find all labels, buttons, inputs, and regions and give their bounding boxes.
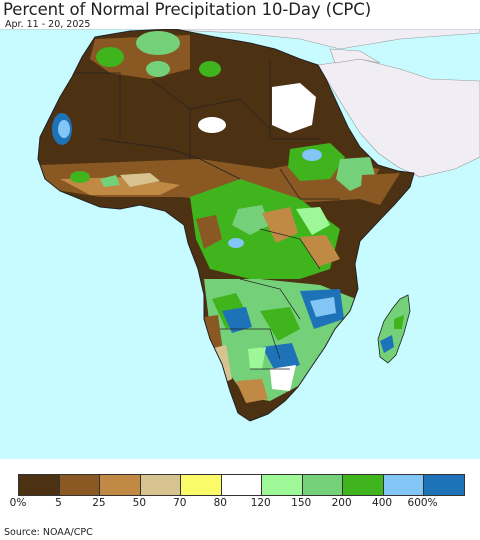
legend-swatch xyxy=(19,475,60,495)
legend-swatch xyxy=(221,475,263,495)
legend-tick-label: 50 xyxy=(132,497,147,509)
legend-swatch xyxy=(100,475,141,495)
legend-swatch xyxy=(424,475,465,495)
legend-swatch xyxy=(343,475,384,495)
legend-swatch xyxy=(302,475,344,495)
levant xyxy=(329,48,381,64)
legend-tick-label: 5 xyxy=(55,497,62,509)
legend-swatch xyxy=(181,475,222,495)
arabian-peninsula xyxy=(317,58,480,178)
source-credit: Source: NOAA/CPC xyxy=(4,527,93,538)
legend-tick-label: 400 xyxy=(372,497,393,509)
legend-swatch xyxy=(59,475,101,495)
legend-tick-labels: 0% 5 25 50 70 80 120 150 200 400 600% xyxy=(0,497,480,511)
legend-tick-label: 70 xyxy=(173,497,187,509)
legend-swatch xyxy=(383,475,425,495)
legend-tick-label: 150 xyxy=(291,497,312,509)
legend-tick-label: 0% xyxy=(9,497,27,509)
legend-swatch xyxy=(262,475,303,495)
map-title: Percent of Normal Precipitation 10-Day (… xyxy=(3,0,372,19)
legend-tick-label: 120 xyxy=(250,497,271,509)
legend-tick-label: 200 xyxy=(331,497,352,509)
legend-tick-label: 80 xyxy=(213,497,227,509)
color-legend xyxy=(18,474,465,496)
precipitation-map xyxy=(0,29,480,459)
legend-tick-label: 25 xyxy=(92,497,106,509)
date-range: Apr. 11 - 20, 2025 xyxy=(5,19,91,30)
legend-tick-label: 600% xyxy=(407,497,438,509)
legend-swatch xyxy=(140,475,182,495)
